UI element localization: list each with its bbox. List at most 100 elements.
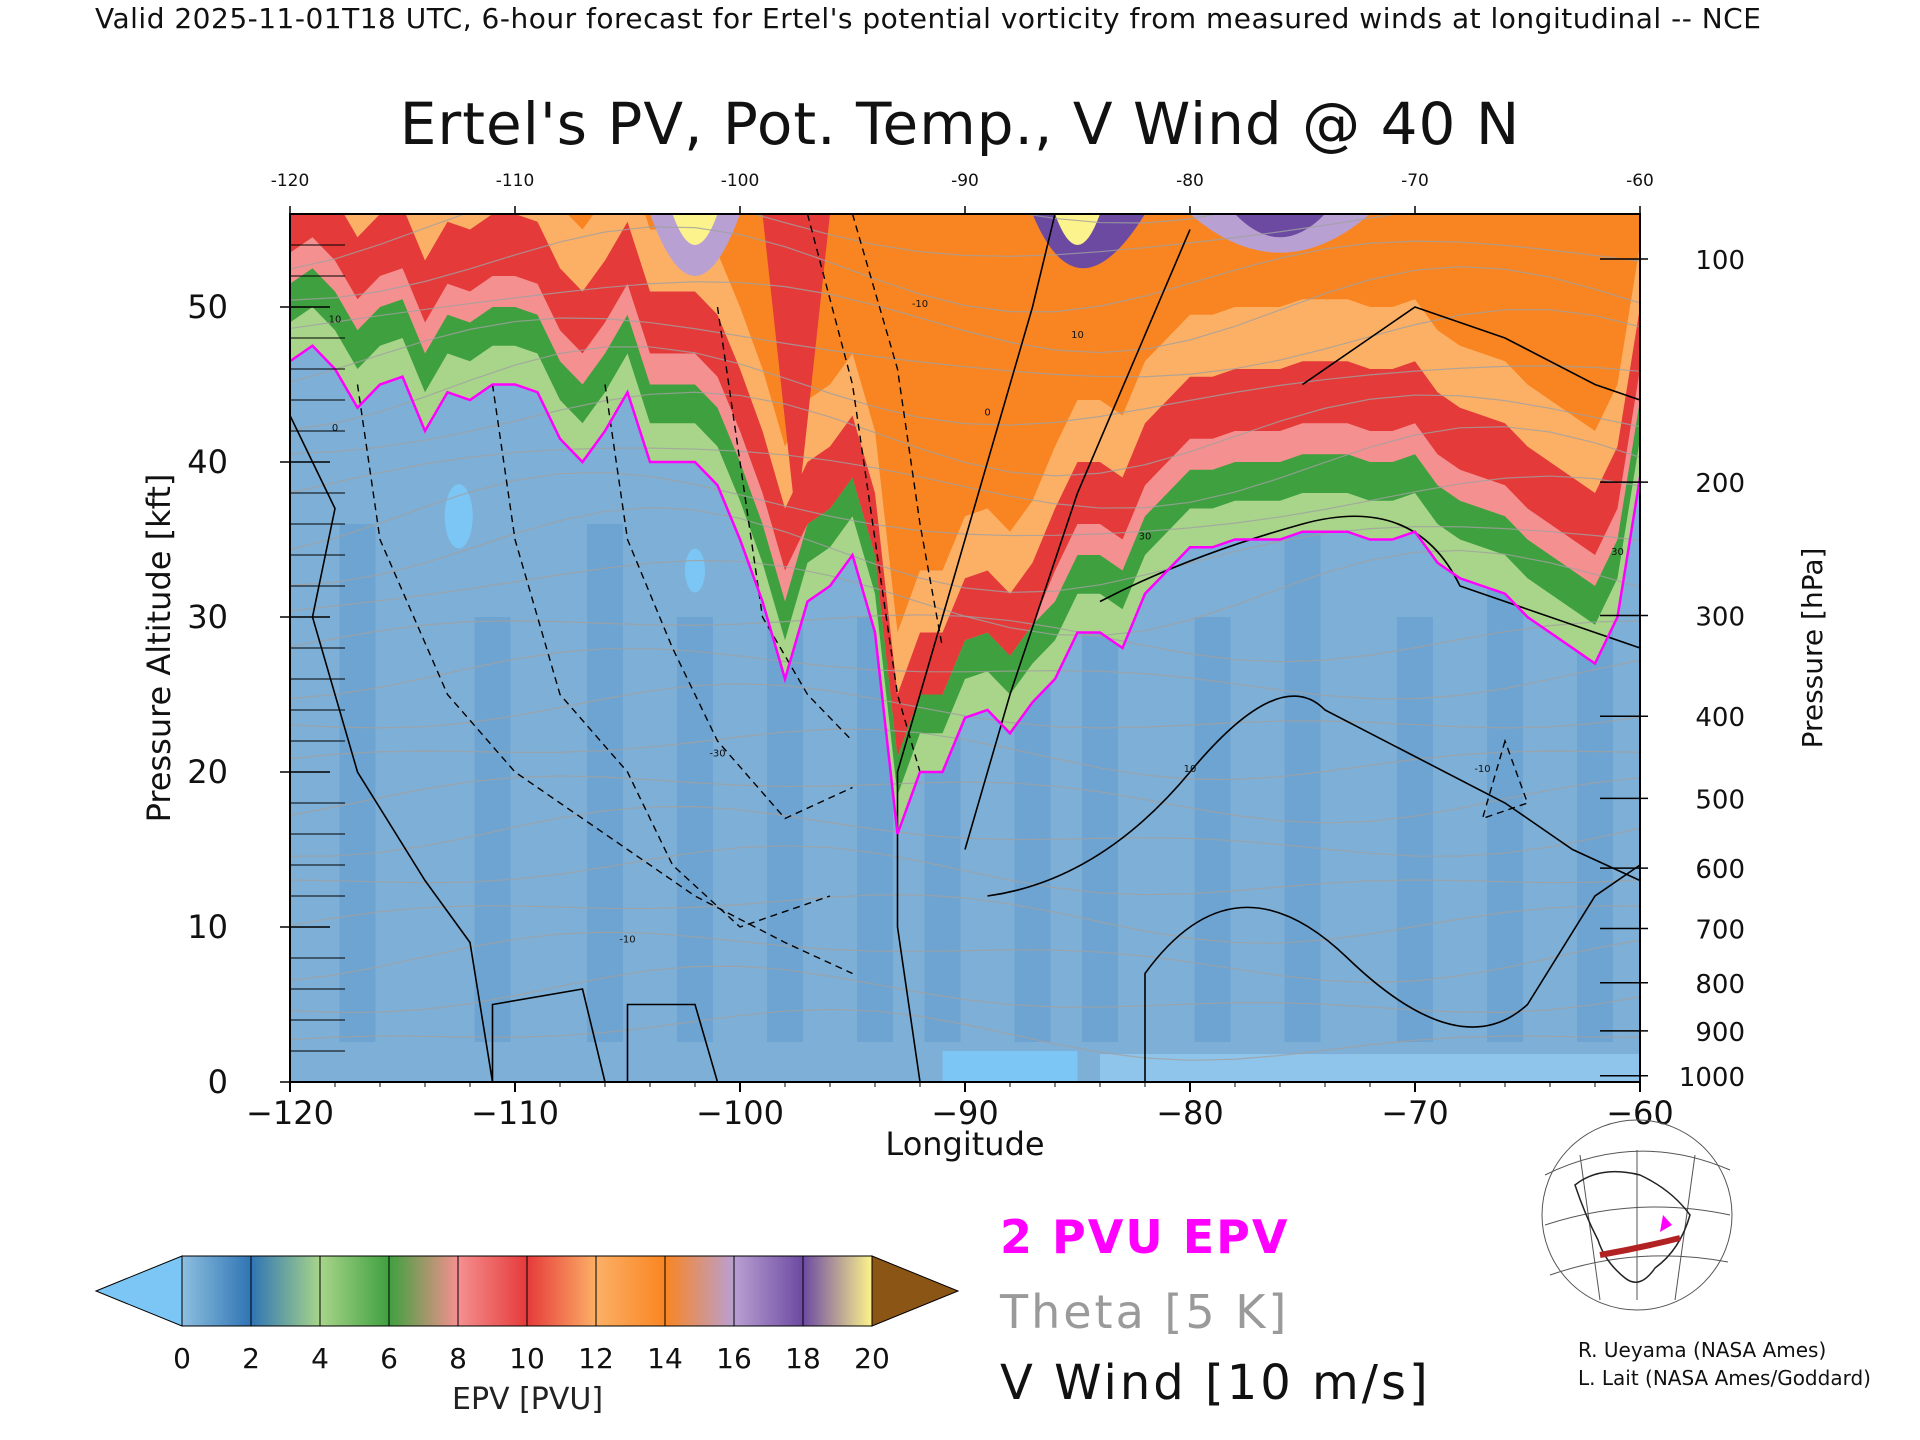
colorbar-segment [319,1255,390,1327]
cross-section-line [1599,1235,1681,1258]
x-axis-label: Longitude [885,1125,1044,1163]
colorbar-segment [595,1255,666,1327]
pressure-axis-label: Pressure [hPa] [1796,548,1829,749]
y-tick-label: 40 [187,443,228,481]
contour-label: 30 [1139,532,1152,543]
y-tick-label: 0 [208,1063,228,1101]
pv-high-cell [672,214,718,245]
colorbar-tick-label: 6 [380,1342,398,1375]
x-tick-label: −90 [931,1094,999,1132]
pv-2pvu-contour [290,344,1640,835]
x-tick-label: −120 [246,1094,334,1132]
v-wind-contour [1099,515,1640,649]
x-tick-label: −80 [1156,1094,1224,1132]
y-tick-label: 30 [187,598,228,636]
pv-marker [1660,1215,1672,1232]
theta-contour [290,728,1640,781]
theta-contour [290,683,1640,729]
theta-contour [290,775,1640,824]
x-tick-label: −110 [471,1094,559,1132]
pv-streak [587,524,623,1042]
valid-time-header: Valid 2025-11-01T18 UTC, 6-hour forecast… [95,2,1762,35]
theta-contour [290,309,1640,383]
pressure-tick-label: 700 [1695,916,1745,946]
colorbar: 0 2 4 6 8 10 12 14 16 18 20 [94,1255,960,1375]
contour-label: 10 [329,315,342,326]
theta-contour [290,214,1400,270]
top-tick-label: -110 [496,171,535,191]
colorbar-segment [802,1255,873,1327]
colorbar-tick-label: 2 [242,1342,260,1375]
credit-author-1: R. Ueyama (NASA Ames) [1578,1338,1827,1362]
theta-contour [290,266,1640,354]
v-wind-contour [987,695,1640,897]
colorbar-segment [457,1255,528,1327]
theta-contour [290,549,1640,637]
pressure-tick-label: 500 [1695,785,1745,815]
axes: −120-120−110-110−100-100−90-90−80-80−70-… [187,171,1745,1132]
pressure-tick-label: 900 [1695,1018,1745,1048]
v-wind-contour [626,1003,719,1082]
v-wind-contour [1481,738,1529,820]
v-wind-contour [806,214,921,773]
x-tick-label: −70 [1381,1094,1449,1132]
contour-label: 10 [1184,764,1197,775]
v-wind-contour [896,214,1056,1082]
colorbar-tick-label: 12 [578,1342,614,1375]
pv-streak [677,617,713,1042]
contour-label: 10 [1071,330,1084,341]
colorbar-tick-label: 16 [716,1342,752,1375]
colorbar-tick-label: 4 [311,1342,329,1375]
pressure-tick-label: 800 [1695,970,1745,1000]
theta-contour [290,845,1640,896]
pv-streak [1577,617,1613,1042]
pv-streak [1284,524,1321,1042]
theta-contour [290,391,1640,477]
top-tick-label: -90 [951,171,979,191]
top-tick-label: -80 [1176,171,1204,191]
top-tick-label: -70 [1401,171,1429,191]
pressure-tick-label: 1000 [1679,1063,1745,1093]
colorbar-segment [733,1255,804,1327]
pressure-tick-label: 100 [1695,246,1745,276]
top-tick-label: -100 [721,171,760,191]
colorbar-tick-label: 14 [647,1342,683,1375]
chart-title: Ertel's PV, Pot. Temp., V Wind @ 40 N [399,90,1521,158]
pressure-tick-label: 300 [1695,602,1745,632]
v-wind-contour [290,415,494,1082]
v-wind-contour [964,229,1191,850]
theta-contour [290,226,1640,313]
y-tick-label: 10 [187,908,228,946]
pv-streak [1194,617,1231,1042]
pv-streak [1397,617,1433,1042]
colorbar-segment [664,1255,735,1327]
north-america-outline [1574,1170,1691,1283]
v-wind-contour [604,384,853,820]
contour-label: -30 [709,749,725,760]
legend-2pvu-epv: 2 PVU EPV [1000,1210,1290,1264]
colorbar-tick-label: 8 [449,1342,467,1375]
contour-label: -10 [1474,764,1490,775]
colorbar-segment [526,1255,597,1327]
colorbar-segment [250,1255,321,1327]
pv-streak [1487,524,1523,1042]
v-wind-contour [1144,864,1640,1082]
legend-theta: Theta [5 K] [1000,1285,1290,1339]
theta-contour [290,426,1640,509]
colorbar-tick-label: 20 [854,1342,890,1375]
top-tick-label: -60 [1626,171,1654,191]
theta-contour [290,1008,1640,1061]
colorbar-label: EPV [PVU] [452,1382,604,1417]
v-wind-contour [716,306,854,742]
plot-area: 10 0 -10 -30 30 -10 10 0 30 -10 10 [290,214,1640,1082]
pv-streak [339,524,376,1042]
colorbar-tick-label: 10 [509,1342,545,1375]
colorbar-segment [181,1255,252,1327]
theta-contour [290,346,1640,431]
y-tick-label: 20 [187,753,228,791]
theta-contour [290,894,1640,944]
colorbar-tick-label: 0 [173,1342,191,1375]
colorbar-tick-label: 18 [785,1342,821,1375]
locator-map [1540,1119,1735,1311]
